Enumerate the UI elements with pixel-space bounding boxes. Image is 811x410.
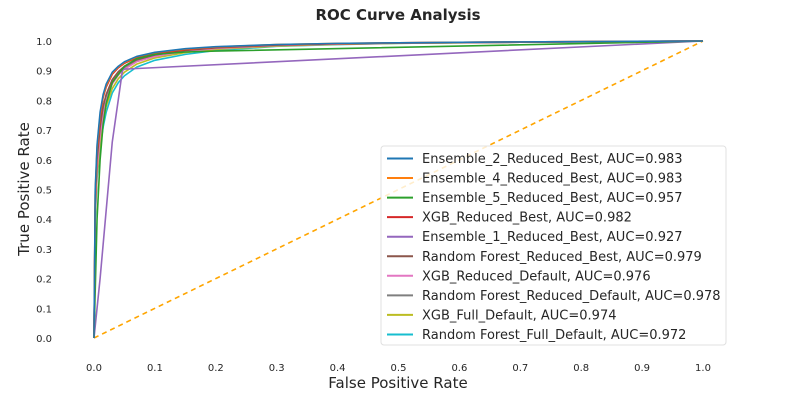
x-tick-label: 0.3 — [269, 363, 285, 374]
y-tick-label: 0.1 — [36, 304, 52, 315]
x-tick-label: 1.0 — [695, 363, 711, 374]
reference-line-group — [93, 40, 704, 339]
legend-label: Ensemble_4_Reduced_Best, AUC=0.983 — [422, 172, 683, 187]
legend-box — [380, 145, 727, 346]
y-tick-label: 0.9 — [36, 67, 52, 78]
roc-curve-line — [93, 40, 704, 339]
legend-label: Random Forest_Reduced_Default, AUC=0.978 — [422, 289, 721, 304]
y-tick-label: 0.5 — [36, 186, 52, 197]
chart-title: ROC Curve Analysis — [315, 6, 480, 24]
legend: Ensemble_2_Reduced_Best, AUC=0.983 Ensemb… — [380, 145, 727, 346]
legend-label: XGB_Reduced_Default, AUC=0.976 — [422, 269, 651, 284]
roc-curve-line — [93, 40, 704, 339]
y-tick-label: 0.3 — [36, 245, 52, 256]
legend-label: Random Forest_Reduced_Best, AUC=0.979 — [422, 250, 702, 265]
legend-label: Ensemble_1_Reduced_Best, AUC=0.927 — [422, 230, 683, 245]
roc-curve-line — [93, 40, 704, 339]
y-tick-labels: 0.0 0.1 0.2 0.3 0.4 0.5 0.6 0.7 0.8 0.9 1.0 — [36, 37, 52, 345]
series-lines — [93, 40, 704, 339]
y-tick-label: 0.6 — [36, 156, 52, 167]
legend-label: Ensemble_2_Reduced_Best, AUC=0.983 — [422, 152, 683, 167]
x-axis-label: False Positive Rate — [328, 374, 467, 392]
reference-diagonal-line — [93, 40, 704, 339]
x-tick-label: 0.1 — [147, 363, 163, 374]
x-tick-labels: 0.0 0.1 0.2 0.3 0.4 0.5 0.6 0.7 0.8 0.9 1.0 — [86, 363, 711, 374]
legend-label: XGB_Reduced_Best, AUC=0.982 — [422, 211, 632, 226]
y-tick-label: 0.8 — [36, 96, 52, 107]
y-axis-label: True Positive Rate — [15, 122, 33, 257]
x-tick-label: 0.0 — [86, 363, 102, 374]
y-tick-label: 0.0 — [36, 334, 52, 345]
y-tick-label: 0.2 — [36, 275, 52, 286]
y-tick-label: 0.4 — [36, 215, 52, 226]
legend-label: Random Forest_Full_Default, AUC=0.972 — [422, 328, 686, 343]
x-tick-label: 0.4 — [330, 363, 346, 374]
legend-label: Ensemble_5_Reduced_Best, AUC=0.957 — [422, 191, 683, 206]
x-tick-label: 0.5 — [391, 363, 407, 374]
x-tick-label: 0.7 — [512, 363, 528, 374]
y-tick-label: 1.0 — [36, 37, 52, 48]
x-tick-label: 0.9 — [634, 363, 650, 374]
x-tick-label: 0.8 — [573, 363, 589, 374]
y-tick-label: 0.7 — [36, 126, 52, 137]
x-tick-label: 0.2 — [208, 363, 224, 374]
legend-label: XGB_Full_Default, AUC=0.974 — [422, 308, 617, 323]
x-tick-label: 0.6 — [451, 363, 467, 374]
